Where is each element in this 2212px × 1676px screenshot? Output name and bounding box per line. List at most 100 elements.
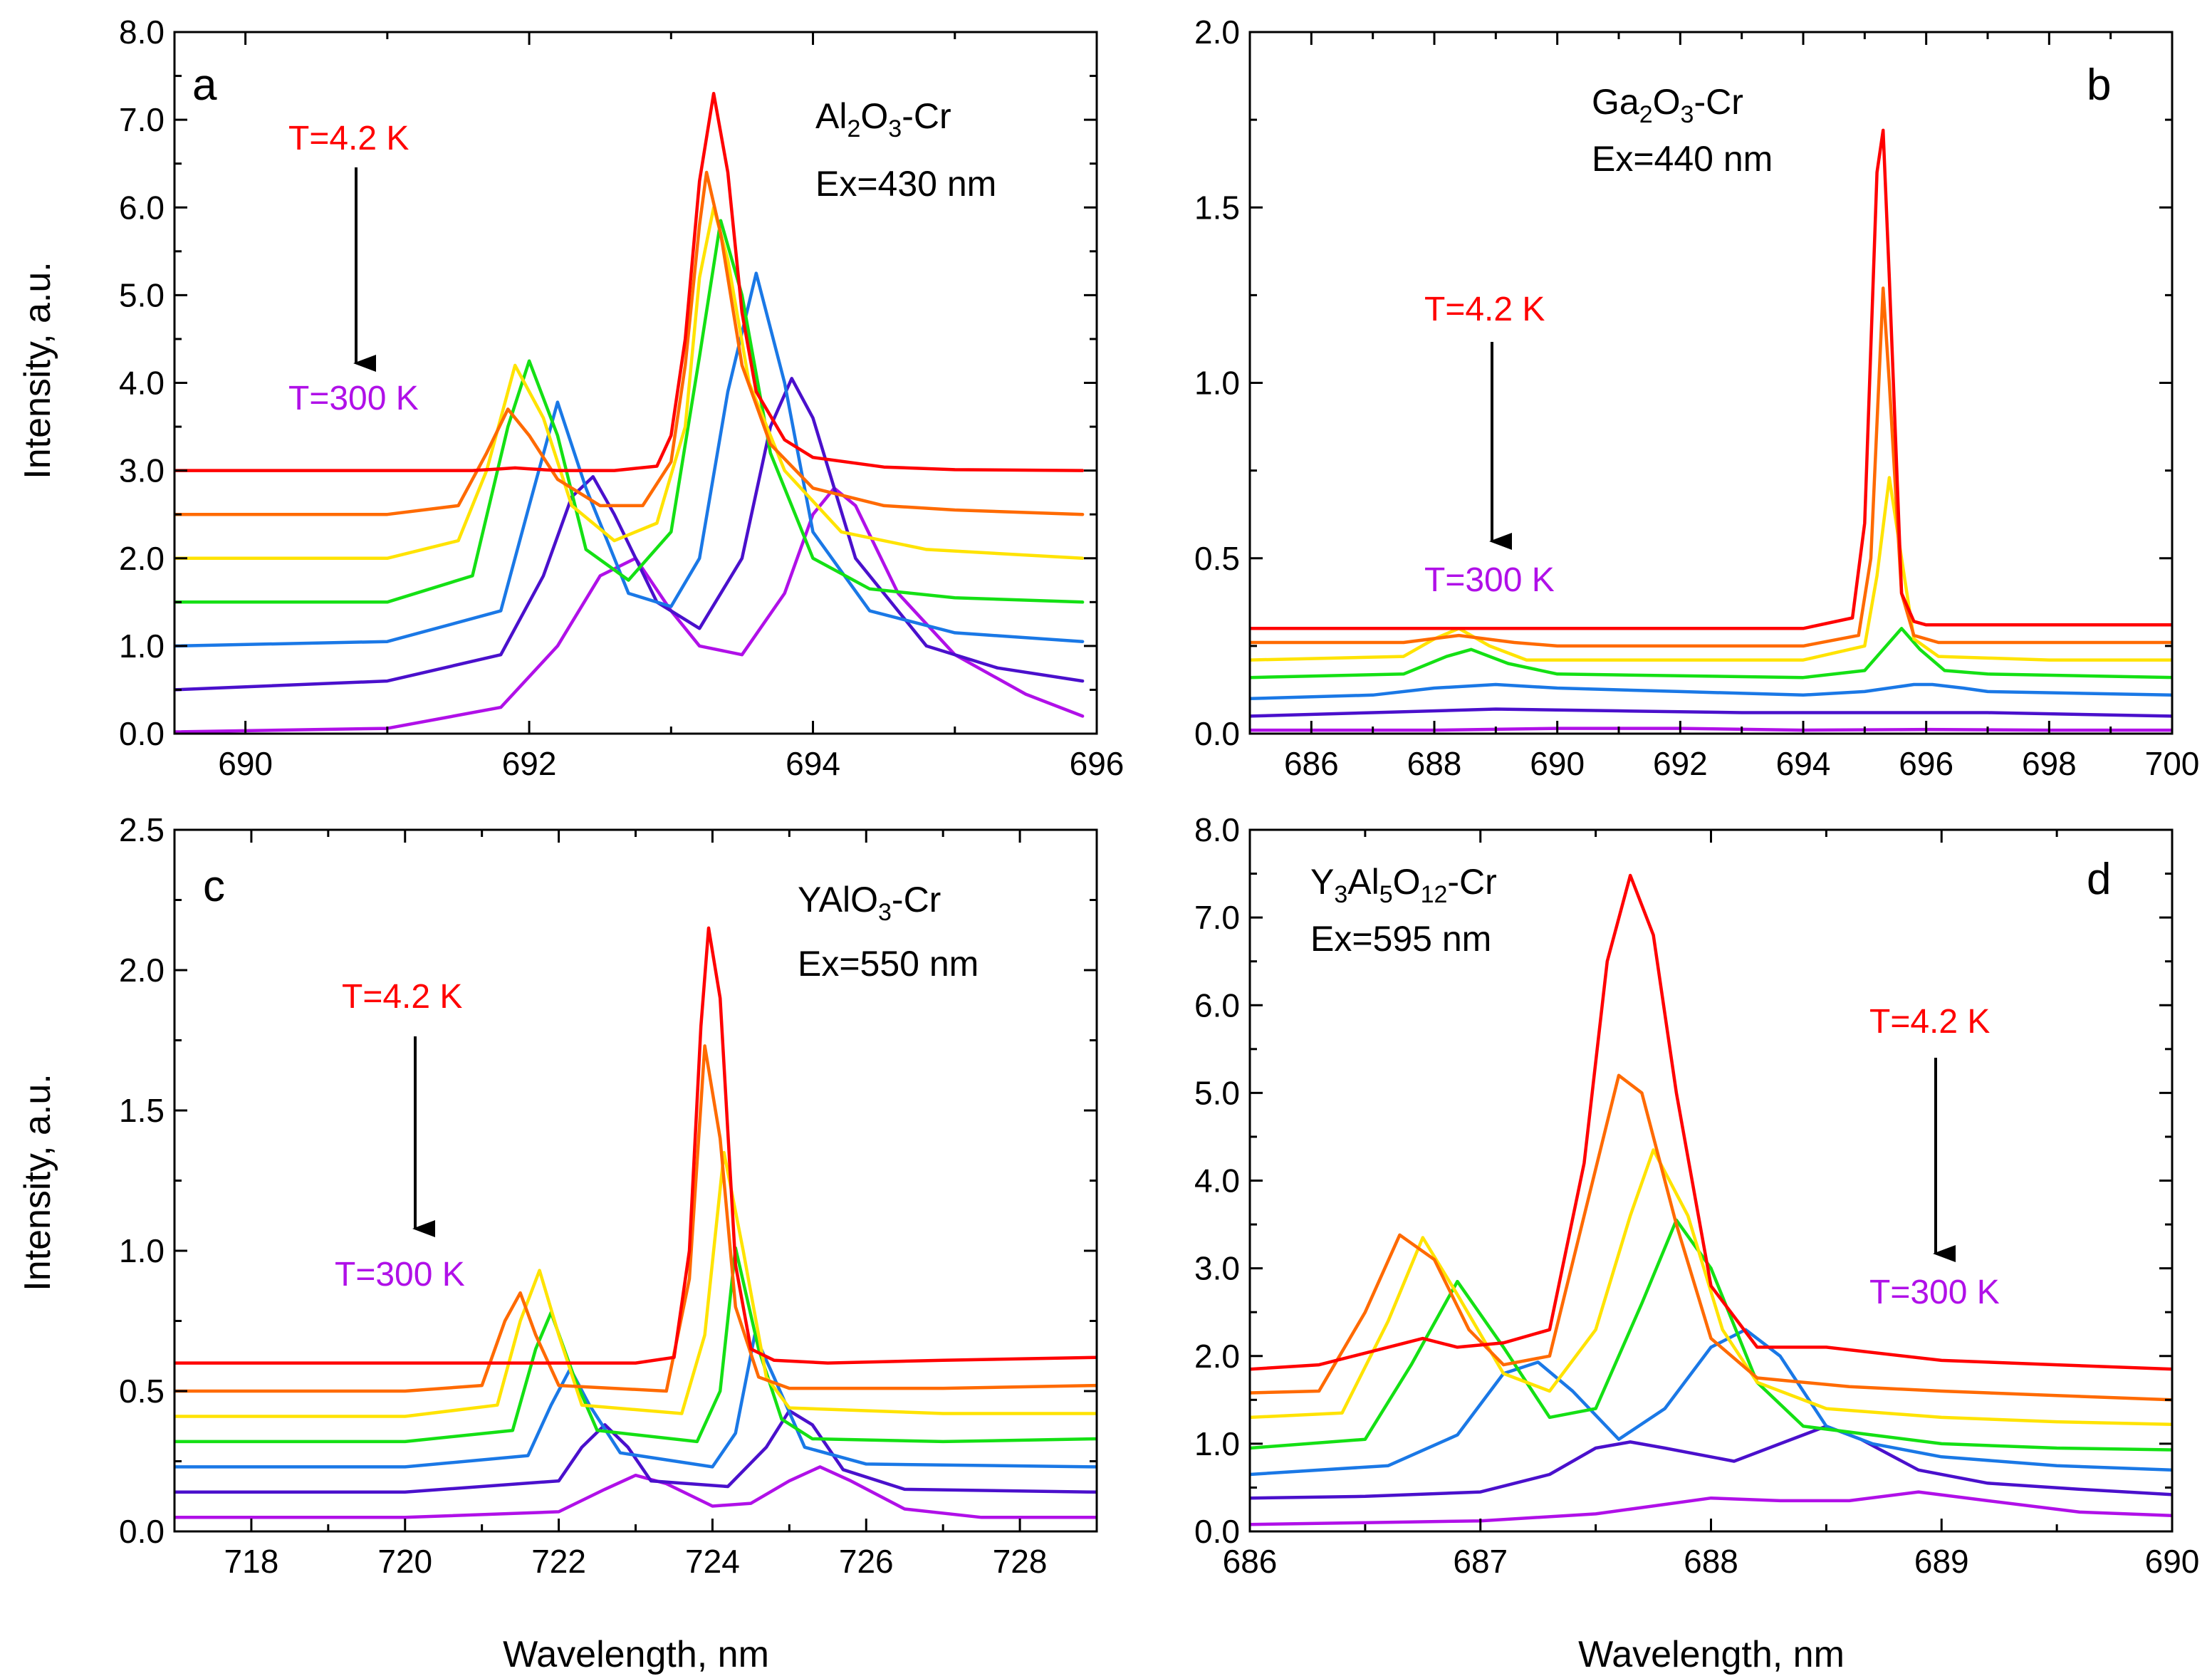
series-line-a-3 xyxy=(174,206,1085,561)
x-tick-label-d: 690 xyxy=(2145,1543,2200,1580)
y-tick-label-b: 1.5 xyxy=(1194,189,1240,226)
y-tick-label-a: 0.0 xyxy=(119,715,165,752)
series-line-c-5 xyxy=(174,1333,1097,1469)
series-line-b-6 xyxy=(1250,707,2172,718)
series-line-d-6 xyxy=(1250,1425,2172,1500)
temp-high-label-c: T=4.2 K xyxy=(342,978,462,1016)
x-tick-label-c: 724 xyxy=(685,1543,740,1580)
series-line-b-2 xyxy=(1250,286,2172,648)
series-line-c-3 xyxy=(174,1150,1097,1418)
series-line-d-4 xyxy=(1250,1218,2172,1452)
x-axis-title-d: Wavelength, nm xyxy=(1578,1634,1845,1675)
material-label-c: YAlO3-Cr xyxy=(798,880,941,926)
y-tick-label-b: 0.5 xyxy=(1194,540,1240,577)
y-tick-label-d: 7.0 xyxy=(1194,899,1240,936)
x-tick-label-c: 726 xyxy=(839,1543,894,1580)
y-axis-title-a: Intensity, a.u. xyxy=(17,261,58,479)
series-line-a-4 xyxy=(174,219,1085,604)
y-tick-label-d: 2.0 xyxy=(1194,1338,1240,1375)
x-tick-label-a: 690 xyxy=(218,745,273,782)
x-tick-label-c: 722 xyxy=(531,1543,586,1580)
y-tick-label-d: 1.0 xyxy=(1194,1425,1240,1462)
y-tick-label-d: 3.0 xyxy=(1194,1250,1240,1287)
series-line-c-7 xyxy=(174,1465,1097,1519)
x-tick-label-d: 689 xyxy=(1914,1543,1969,1580)
excitation-label-a: Ex=430 nm xyxy=(815,164,996,204)
y-tick-label-d: 8.0 xyxy=(1194,811,1240,848)
y-tick-label-b: 1.0 xyxy=(1194,365,1240,402)
x-tick-label-b: 700 xyxy=(2145,745,2200,782)
x-tick-label-b: 696 xyxy=(1899,745,1953,782)
series-line-a-5 xyxy=(174,271,1085,648)
panel-letter-b: b xyxy=(2087,61,2111,110)
temp-low-label-a: T=300 K xyxy=(288,380,419,417)
x-tick-label-c: 718 xyxy=(224,1543,279,1580)
series-group-b xyxy=(1250,128,2172,732)
series-line-d-7 xyxy=(1250,1490,2172,1526)
y-tick-label-b: 0.0 xyxy=(1194,715,1240,752)
y-tick-label-a: 8.0 xyxy=(119,14,165,51)
x-tick-label-c: 728 xyxy=(993,1543,1048,1580)
series-group-c xyxy=(174,926,1097,1519)
series-line-a-6 xyxy=(174,377,1085,692)
x-tick-label-b: 694 xyxy=(1776,745,1831,782)
y-tick-label-a: 3.0 xyxy=(119,452,165,489)
x-tick-label-d: 687 xyxy=(1453,1543,1508,1580)
material-label-b: Ga2O3-Cr xyxy=(1592,82,1743,128)
series-line-b-1 xyxy=(1250,128,2172,630)
x-tick-label-d: 686 xyxy=(1223,1543,1278,1580)
series-line-c-6 xyxy=(174,1409,1097,1494)
series-group-a xyxy=(174,91,1085,734)
series-line-d-2 xyxy=(1250,1073,2172,1402)
y-tick-label-c: 0.5 xyxy=(119,1373,165,1410)
y-tick-label-a: 4.0 xyxy=(119,365,165,402)
y-axis-title-c: Intensity, a.u. xyxy=(17,1073,58,1291)
temp-high-label-a: T=4.2 K xyxy=(288,120,409,157)
material-label-a: Al2O3-Cr xyxy=(815,96,951,142)
excitation-label-c: Ex=550 nm xyxy=(798,944,979,984)
series-line-c-1 xyxy=(174,926,1097,1365)
y-tick-label-d: 4.0 xyxy=(1194,1162,1240,1199)
series-line-b-5 xyxy=(1250,682,2172,701)
y-tick-label-c: 1.5 xyxy=(119,1092,165,1129)
y-tick-label-a: 1.0 xyxy=(119,628,165,665)
excitation-label-d: Ex=595 nm xyxy=(1310,919,1491,959)
series-line-d-1 xyxy=(1250,873,2172,1371)
x-tick-label-b: 688 xyxy=(1407,745,1462,782)
panel-letter-c: c xyxy=(203,862,225,911)
y-tick-label-a: 2.0 xyxy=(119,540,165,577)
x-tick-label-a: 694 xyxy=(786,745,840,782)
series-line-a-1 xyxy=(174,91,1085,472)
y-tick-label-b: 2.0 xyxy=(1194,14,1240,51)
x-tick-label-c: 720 xyxy=(377,1543,432,1580)
series-line-d-3 xyxy=(1250,1148,2172,1427)
series-line-b-4 xyxy=(1250,627,2172,680)
y-tick-label-c: 2.0 xyxy=(119,952,165,989)
panel-c: 718 720 722 724 726 728 0.0 0.5 1.0 1.5 2.0 2.5 c YAl… xyxy=(119,811,1098,1580)
temp-low-label-b: T=300 K xyxy=(1424,561,1555,599)
panel-b: 686 688 690 692 694 696 698 700 0.0 0.5 1.0 1.5 2.0 b… xyxy=(1194,14,2199,782)
series-line-c-4 xyxy=(174,1246,1097,1444)
y-tick-label-d: 5.0 xyxy=(1194,1074,1240,1111)
series-line-a-2 xyxy=(174,170,1085,516)
panel-a: 690 692 694 696 0.0 1.0 2.0 3.0 4.0 5.0 6.0 7.0 8.0 a… xyxy=(119,14,1124,782)
x-tick-label-b: 698 xyxy=(2022,745,2077,782)
excitation-label-b: Ex=440 nm xyxy=(1592,139,1773,179)
y-tick-label-a: 6.0 xyxy=(119,189,165,226)
y-tick-label-d: 0.0 xyxy=(1194,1513,1240,1550)
x-tick-label-b: 690 xyxy=(1530,745,1585,782)
y-tick-label-c: 1.0 xyxy=(119,1232,165,1269)
x-tick-label-b: 692 xyxy=(1653,745,1708,782)
x-tick-label-d: 688 xyxy=(1684,1543,1738,1580)
temp-low-label-d: T=300 K xyxy=(1869,1274,2000,1311)
plot-frame-c xyxy=(173,828,1098,1533)
panel-letter-a: a xyxy=(192,61,217,110)
temp-low-label-c: T=300 K xyxy=(335,1256,465,1294)
series-line-d-5 xyxy=(1250,1328,2172,1477)
temp-high-label-d: T=4.2 K xyxy=(1869,1003,1990,1041)
series-line-b-7 xyxy=(1250,727,2172,732)
material-label-d: Y3Al5O12-Cr xyxy=(1310,862,1497,908)
temp-high-label-b: T=4.2 K xyxy=(1424,291,1545,328)
x-tick-label-a: 692 xyxy=(502,745,557,782)
